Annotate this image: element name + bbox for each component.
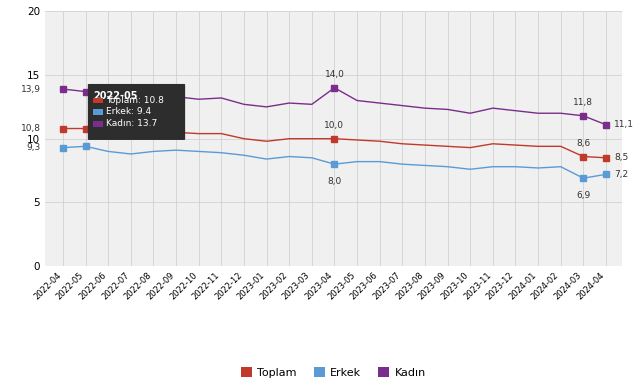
Text: 8,0: 8,0: [328, 177, 342, 186]
Text: 2022-05: 2022-05: [93, 91, 138, 101]
Text: 6,9: 6,9: [576, 191, 590, 200]
Text: 13,9: 13,9: [21, 85, 41, 93]
Text: Toplam: 10.8: Toplam: 10.8: [106, 96, 164, 105]
FancyBboxPatch shape: [93, 98, 103, 103]
FancyBboxPatch shape: [88, 84, 185, 140]
Text: 7,2: 7,2: [614, 170, 628, 179]
FancyBboxPatch shape: [93, 109, 103, 115]
Text: 9,3: 9,3: [26, 143, 41, 152]
Text: 11,1: 11,1: [614, 120, 634, 129]
FancyBboxPatch shape: [93, 121, 103, 127]
Text: 10,8: 10,8: [21, 124, 41, 133]
Text: Kadın: 13.7: Kadın: 13.7: [106, 119, 157, 128]
Text: 11,8: 11,8: [573, 98, 594, 108]
Legend: Toplam, Erkek, Kadın: Toplam, Erkek, Kadın: [237, 363, 430, 380]
Text: 8,6: 8,6: [576, 139, 590, 148]
Text: Erkek: 9.4: Erkek: 9.4: [106, 108, 151, 116]
Text: 14,0: 14,0: [324, 70, 344, 79]
Text: 8,5: 8,5: [614, 153, 629, 162]
Text: 10,0: 10,0: [324, 121, 344, 130]
